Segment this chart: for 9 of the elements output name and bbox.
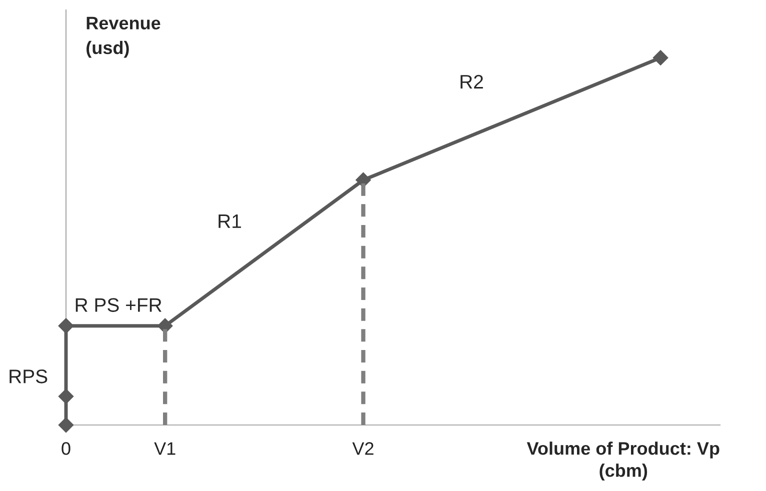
- text: RPS: [10, 370, 48, 384]
- x-axis-title: Volume of Product: Vp (cbm): [526, 442, 720, 480]
- x-tick-label: 0: [62, 442, 70, 455]
- x-tick-label: V2: [352, 442, 374, 455]
- annotation: R PS +FR: [76, 298, 162, 312]
- y-axis-title: Revenue (usd): [86, 16, 160, 58]
- annotation: R2: [460, 74, 483, 88]
- annotation: R1: [218, 214, 241, 228]
- x-tick-label: V1: [154, 442, 176, 455]
